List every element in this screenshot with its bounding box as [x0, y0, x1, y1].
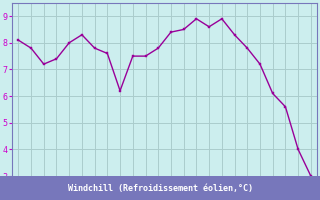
Text: Windchill (Refroidissement éolien,°C): Windchill (Refroidissement éolien,°C) — [68, 184, 252, 192]
